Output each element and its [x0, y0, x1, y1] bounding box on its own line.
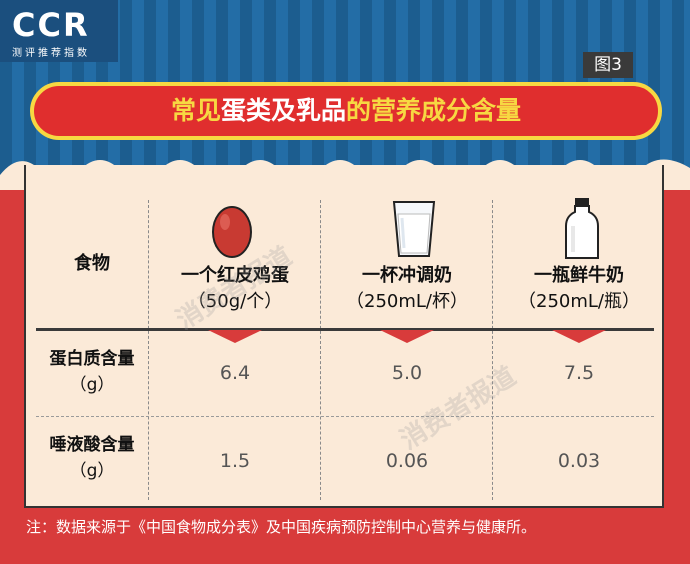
egg-icon: [212, 206, 252, 258]
milk-bottle-icon: [565, 198, 599, 259]
figure-tag: 图3: [583, 52, 633, 78]
row-label: 蛋白质含量: [49, 349, 135, 369]
table-frame: [24, 165, 664, 508]
logo-subtitle: 测评推荐指数: [12, 48, 90, 59]
title-banner: [30, 82, 662, 140]
column-name: 一杯冲调奶: [362, 265, 452, 286]
table-cell: 0.06: [385, 450, 429, 472]
title-part3: 的营养成分含量: [346, 96, 522, 125]
column-unit: （50g/个）: [187, 291, 283, 312]
row-divider: [36, 416, 654, 417]
column-divider: [320, 200, 321, 500]
column-name: 一瓶鲜牛奶: [534, 265, 624, 286]
column-unit: （250mL/瓶）: [518, 291, 640, 312]
table-background: [24, 165, 664, 508]
table-cell: 0.03: [557, 450, 601, 472]
title-text: 常见蛋类及乳品的营养成分含量: [30, 82, 662, 140]
column-divider: [492, 200, 493, 500]
column-divider: [148, 200, 149, 500]
row-label: 唾液酸含量: [49, 435, 135, 455]
row-unit: （g）: [69, 375, 115, 395]
title-part1: 常见: [170, 96, 221, 125]
header-food-label: 食物: [74, 253, 110, 274]
table-cell: 5.0: [391, 362, 423, 384]
table-cell: 1.5: [219, 450, 251, 472]
logo-box: CCR 测评推荐指数: [0, 0, 118, 62]
glass-icon: [392, 201, 436, 257]
row-unit: （g）: [69, 461, 115, 481]
title-part2: 蛋类及乳品: [220, 96, 346, 125]
column-name: 一个红皮鸡蛋: [181, 265, 289, 286]
pointer-marker: [208, 330, 262, 343]
pointer-marker: [380, 330, 434, 343]
column-unit: （250mL/杯）: [346, 291, 468, 312]
header-underline: [36, 328, 654, 331]
logo-text: CCR: [12, 6, 90, 44]
table-cell: 7.5: [563, 362, 595, 384]
source-note: 注：数据来源于《中国食物成分表》及中国疾病预防控制中心营养与健康所。: [26, 518, 537, 536]
pointer-marker: [552, 330, 606, 343]
table-cell: 6.4: [219, 362, 251, 384]
